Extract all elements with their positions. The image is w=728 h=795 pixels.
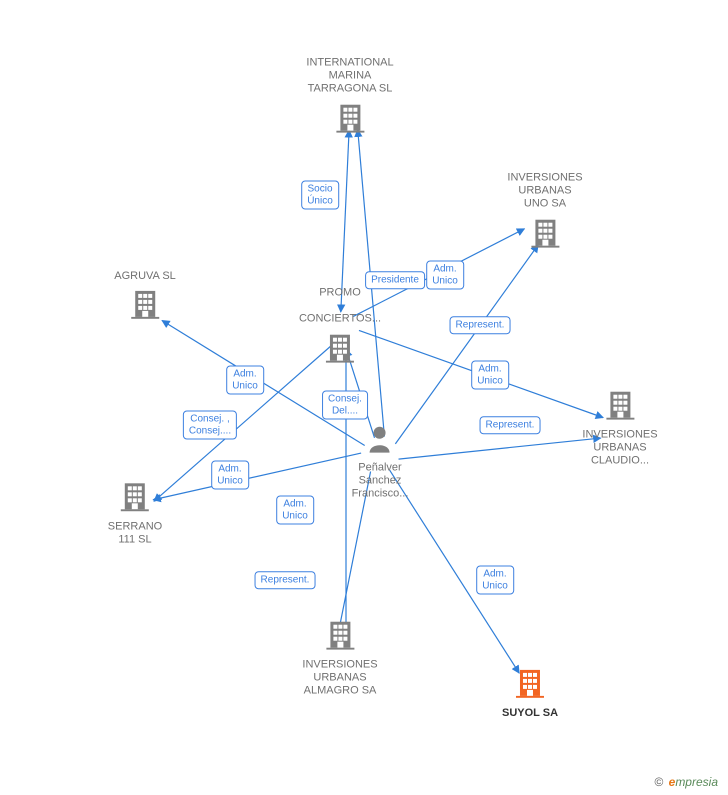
node-invclaudio[interactable]: INVERSIONESURBANASCLAUDIO... xyxy=(582,388,657,473)
person-icon xyxy=(352,425,409,458)
edge-label[interactable]: Adm.Unico xyxy=(476,566,514,595)
node-label: SERRANO111 SL xyxy=(108,520,162,546)
edge-label[interactable]: Adm.Unico xyxy=(226,366,264,395)
edge-label[interactable]: Represent. xyxy=(480,416,541,434)
edge-label[interactable]: Adm.Unico xyxy=(471,361,509,390)
node-label: SUYOL SA xyxy=(502,707,558,720)
node-serrano[interactable]: SERRANO111 SL xyxy=(108,479,162,550)
edge-label[interactable]: Represent. xyxy=(450,316,511,334)
building-icon xyxy=(302,618,377,655)
node-label: INVERSIONESURBANASUNO SA xyxy=(507,172,582,212)
node-agruva[interactable]: AGRUVA SL xyxy=(114,266,176,324)
node-person[interactable]: PeñalverSanchezFrancisco... xyxy=(352,425,409,506)
copyright-symbol: © xyxy=(654,775,663,789)
building-icon xyxy=(108,479,162,516)
edge-label[interactable]: Adm.Unico xyxy=(276,496,314,525)
node-label: INVERSIONESURBANASALMAGRO SA xyxy=(302,659,377,699)
edge xyxy=(399,438,601,459)
node-invuno[interactable]: INVERSIONESURBANASUNO SA xyxy=(507,168,582,253)
building-icon xyxy=(306,100,393,137)
node-suyol[interactable]: SUYOL SA xyxy=(502,666,558,724)
node-label: INTERNATIONALMARINATARRAGONA SL xyxy=(306,57,393,97)
edge-label[interactable]: Adm.Unico xyxy=(426,261,464,290)
building-icon xyxy=(114,287,176,324)
building-icon xyxy=(502,666,558,703)
edge xyxy=(153,453,361,500)
edge-label[interactable]: Consej.Del.... xyxy=(322,391,368,420)
edge-label[interactable]: Consej. ,Consej.... xyxy=(183,411,237,440)
building-icon xyxy=(582,388,657,425)
node-label: AGRUVA SL xyxy=(114,270,176,283)
edge-label[interactable]: Adm.Unico xyxy=(211,461,249,490)
brand-rest: mpresia xyxy=(675,775,718,789)
node-almagro[interactable]: INVERSIONESURBANASALMAGRO SA xyxy=(302,618,377,703)
node-intl[interactable]: INTERNATIONALMARINATARRAGONA SL xyxy=(306,53,393,138)
node-label: PROMOCONCIERTOS... xyxy=(299,287,381,327)
edge-label[interactable]: Represent. xyxy=(255,571,316,589)
edge-label[interactable]: SocioÚnico xyxy=(301,181,339,210)
node-label: PeñalverSanchezFrancisco... xyxy=(352,462,409,502)
network-diagram: PresidenteSocioÚnicoAdm.UnicoRepresent.A… xyxy=(0,0,728,795)
node-promo[interactable]: PROMOCONCIERTOS... xyxy=(299,283,381,368)
footer-copyright: © empresia xyxy=(654,775,718,789)
building-icon xyxy=(507,215,582,252)
node-label: INVERSIONESURBANASCLAUDIO... xyxy=(582,429,657,469)
building-icon xyxy=(299,330,381,367)
